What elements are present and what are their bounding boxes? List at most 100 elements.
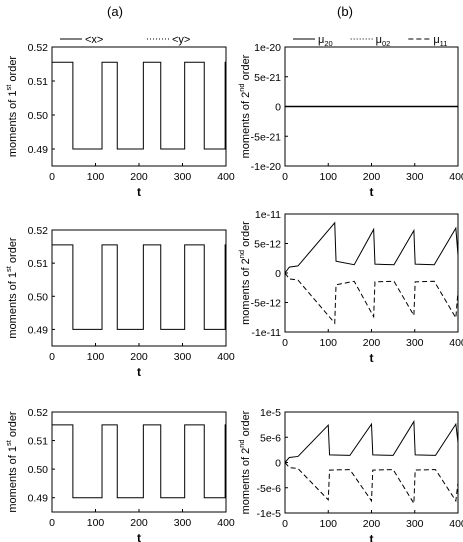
y-axis-label: moments of 2nd order [237, 221, 252, 325]
x-tick-label: 100 [319, 337, 337, 349]
y-tick-label: 0.52 [28, 42, 49, 54]
x-tick-label: 0 [49, 517, 55, 529]
plot-frame [51, 229, 227, 347]
y-axis-label-superscript: nd [237, 250, 246, 258]
x-tick-label: 200 [363, 337, 381, 349]
series-line-x [51, 61, 226, 166]
y-tick-label: 0.50 [28, 110, 49, 122]
y-axis-label-text: order [240, 54, 252, 83]
y-axis-label-superscript: nd [237, 439, 246, 447]
y-axis-label-text: order [7, 237, 19, 266]
legend-entry-name: <x> [85, 34, 103, 46]
series-line-x [51, 424, 226, 512]
plot-frame [51, 46, 227, 167]
x-tick-label: 400 [449, 171, 463, 183]
legend-entry: <x> [85, 34, 103, 46]
y-axis-label-text: order [240, 221, 252, 250]
y-axis-label: moments of 1st order [4, 411, 19, 513]
y-tick-label: 1e-11 [255, 209, 281, 221]
y-tick-label: -1e-11 [251, 327, 281, 339]
y-axis-label-text: moments of 2 [240, 448, 252, 515]
y-tick-label: 5e-6 [260, 432, 281, 444]
x-tick-label: 0 [49, 171, 55, 183]
legend-entry-name: μ [376, 34, 382, 46]
y-tick-label: 0 [275, 102, 281, 114]
column-label-a: (a) [107, 4, 123, 19]
series-line-20 [284, 221, 459, 274]
x-tick-label: 0 [282, 518, 288, 530]
x-tick-label: 100 [87, 171, 105, 183]
x-tick-label: 300 [174, 517, 192, 529]
x-tick-label: 400 [449, 337, 463, 349]
x-tick-label: 100 [319, 518, 337, 530]
series-line-x [51, 244, 226, 346]
series-line-11 [284, 462, 459, 506]
legend-entry-name: μ [433, 34, 439, 46]
y-axis-label-text: moments of 2 [240, 258, 252, 325]
y-tick-label: 0.51 [28, 76, 49, 88]
x-tick-label: 200 [130, 171, 148, 183]
y-tick-label: 0.49 [28, 493, 49, 505]
x-tick-label: 200 [363, 518, 381, 530]
y-tick-label: -5e-12 [251, 298, 282, 310]
y-tick-label: 0 [275, 458, 281, 470]
x-tick-label: 0 [282, 171, 288, 183]
y-axis-label-text: moments of 2 [240, 92, 252, 159]
x-tick-label: 100 [87, 351, 105, 363]
y-tick-label: 1e-5 [260, 407, 281, 419]
series-line-20 [284, 419, 459, 463]
legend-entry: μ11 [433, 34, 447, 48]
x-axis-label: t [137, 531, 141, 542]
y-axis-label: moments of 2nd order [237, 410, 252, 514]
y-tick-label: 0.51 [28, 436, 49, 448]
legend-entry: μ02 [376, 34, 391, 48]
panels: 0 100 200 300 400 t 0.49 0.50 0.51 0.52 moments of… [4, 34, 463, 542]
y-tick-label: -1e-5 [256, 508, 281, 520]
x-tick-label: 0 [49, 351, 55, 363]
y-axis-label: moments of 1st order [4, 237, 19, 339]
x-tick-label: 400 [217, 171, 235, 183]
x-tick-label: 200 [363, 171, 381, 183]
y-axis-label: moments of 2nd order [237, 54, 252, 158]
panel-b-bottom: 0 100 200 300 400 t 1e-5 5e-6 0 -5e-6 -1e-5 moments… [237, 407, 463, 542]
y-tick-label: -5e-21 [251, 131, 282, 143]
x-tick-label: 0 [282, 337, 288, 349]
x-tick-label: 200 [130, 517, 148, 529]
y-tick-label: 0.49 [28, 144, 49, 156]
y-axis-label: moments of 1st order [4, 56, 19, 158]
y-tick-label: 0.50 [28, 464, 49, 476]
x-tick-label: 400 [217, 517, 235, 529]
y-tick-label: 5e-21 [254, 72, 281, 84]
legend-entry: <y> [172, 34, 190, 46]
panel-a-bottom: 0 100 200 300 400 t 0.49 0.50 0.51 0.52 moments of… [4, 407, 235, 542]
legend-entry-subscript: 11 [440, 39, 448, 48]
y-axis-label-text: order [7, 411, 19, 440]
y-tick-label: 0.50 [28, 291, 49, 303]
x-tick-label: 300 [406, 518, 424, 530]
y-tick-label: 0 [275, 268, 281, 280]
x-tick-label: 300 [406, 171, 424, 183]
x-tick-label: 100 [87, 517, 105, 529]
y-tick-label: 1e-20 [254, 42, 281, 54]
y-tick-label: -1e-20 [251, 161, 282, 173]
legend-entry-subscript: 02 [382, 39, 390, 48]
x-tick-label: 400 [449, 518, 463, 530]
y-axis-label-text: moments of 1 [7, 272, 19, 339]
panel-a-middle: 0 100 200 300 400 t 0.49 0.50 0.51 0.52 moments of… [4, 225, 235, 379]
legend-entry: μ20 [318, 34, 333, 48]
y-tick-label: 5e-12 [254, 239, 281, 251]
panel-a-top: 0 100 200 300 400 t 0.49 0.50 0.51 0.52 moments of… [4, 34, 235, 199]
legend-entry-name: μ [318, 34, 324, 46]
x-axis-label: t [370, 351, 374, 365]
y-axis-label-text: moments of 1 [7, 446, 19, 513]
column-label-b: (b) [337, 4, 353, 19]
panel-b-top: 0 100 200 300 400 t 1e-20 5e-21 0 -5e-21 -1e-20 mom… [237, 34, 463, 199]
legend-entry-name: <y> [172, 34, 190, 46]
y-axis-label-text: moments of 1 [7, 90, 19, 157]
y-axis-label-superscript: st [4, 84, 13, 91]
x-tick-label: 200 [130, 351, 148, 363]
y-axis-label-superscript: nd [237, 83, 246, 91]
x-axis-label: t [370, 532, 374, 542]
x-tick-label: 300 [174, 171, 192, 183]
